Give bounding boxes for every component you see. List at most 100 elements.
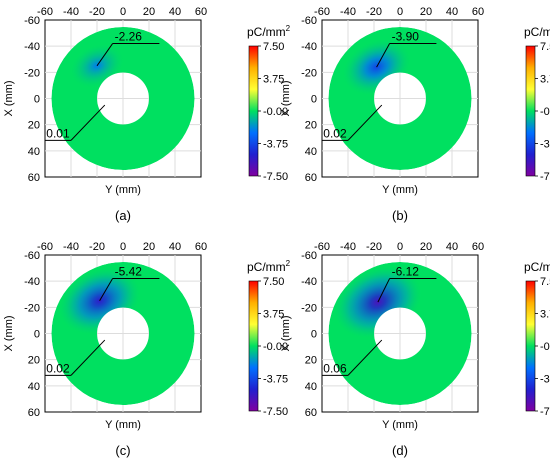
colorbar-tick-label: -7.50 [263, 171, 288, 183]
y-tick-label: -60 [24, 250, 40, 262]
min-annotation-label: -5.42 [115, 265, 143, 279]
y-tick-label: -20 [24, 67, 40, 79]
colorbar-tick-label: 3.75 [263, 309, 284, 321]
y-tick-label: 40 [305, 381, 317, 393]
x-tick-label: 0 [120, 6, 126, 18]
x-axis-label: Y (mm) [382, 419, 418, 431]
y-tick-label: -40 [301, 276, 317, 288]
colorbar-tick-label: 3.75 [540, 74, 550, 86]
colorbar-tick-label: 7.50 [540, 276, 550, 288]
y-tick-label: -20 [301, 67, 317, 79]
colorbar-tick-label: -0.00 [540, 106, 550, 118]
x-tick-label: -40 [340, 241, 356, 253]
colorbar-tick-label: 3.75 [540, 309, 550, 321]
y-axis-label: X (mm) [280, 80, 292, 116]
min-annotation-leader [96, 43, 114, 67]
y-tick-label: -40 [24, 276, 40, 288]
x-tick-label: -60 [37, 6, 53, 18]
x-tick-label: 40 [446, 241, 458, 253]
max-annotation-leader [70, 104, 106, 141]
x-axis-label: Y (mm) [382, 184, 418, 196]
x-axis-label: Y (mm) [105, 184, 141, 196]
x-tick-label: 60 [195, 241, 207, 253]
x-tick-label: 40 [446, 6, 458, 18]
y-tick-label: 20 [305, 355, 317, 367]
x-tick-label: -40 [340, 6, 356, 18]
colorbar-fill [525, 45, 536, 177]
max-annotation-leader [347, 104, 383, 141]
panel-label: (c) [115, 443, 130, 458]
x-tick-label: 0 [120, 241, 126, 253]
min-annotation-leader [99, 278, 114, 302]
x-tick-label: -40 [63, 241, 79, 253]
colorbar: 7.50 3.75 -0.00 -3.75 -7.50 pC/mm2 [524, 259, 550, 418]
colorbar: 7.50 3.75 -0.00 -3.75 -7.50 pC/mm2 [524, 24, 550, 183]
x-tick-label: 0 [397, 6, 403, 18]
panel-label: (d) [392, 443, 408, 458]
y-axis-label: X (mm) [3, 80, 15, 116]
x-tick-label: 60 [195, 6, 207, 18]
colorbar-unit-superscript: 2 [286, 259, 291, 268]
colorbar-tick-label: -0.00 [263, 106, 288, 118]
x-tick-label: 60 [472, 241, 484, 253]
y-tick-label: 60 [305, 407, 317, 419]
y-tick-label: -20 [24, 302, 40, 314]
colorbar-tick-label: -3.75 [263, 139, 288, 151]
y-tick-label: 40 [28, 146, 40, 158]
colorbar-unit-label: pC/mm2 [247, 259, 291, 274]
y-tick-label: 0 [34, 329, 40, 341]
x-tick-label: -60 [314, 241, 330, 253]
max-annotation-leader [70, 339, 106, 376]
y-tick-label: -40 [301, 41, 317, 53]
max-annotation-label: 0.06 [323, 361, 347, 375]
colorbar-tick-label: -7.50 [540, 171, 550, 183]
colorbar-fill [248, 280, 259, 412]
colorbar-unit-label: pC/mm2 [524, 259, 550, 274]
x-tick-label: 20 [420, 241, 432, 253]
y-tick-label: -20 [301, 302, 317, 314]
min-annotation-leader [376, 43, 391, 68]
colorbar-tick-label: 7.50 [540, 41, 550, 53]
panel-a: -60 -40 -20 0 20 40 60 -60 -40 -20 0 20 40 60 Y (mm) X … [3, 6, 291, 223]
max-annotation-label: 0.01 [46, 126, 70, 140]
y-tick-label: 20 [305, 120, 317, 132]
colorbar-tick-label: 3.75 [263, 74, 284, 86]
colorbar-unit-label: pC/mm2 [247, 24, 291, 39]
y-tick-label: 60 [305, 172, 317, 184]
max-annotation-label: 0.02 [323, 126, 347, 140]
colorbar-tick-label: -7.50 [540, 406, 550, 418]
min-annotation-leader [377, 278, 391, 303]
y-tick-label: 0 [311, 329, 317, 341]
x-tick-label: 40 [169, 241, 181, 253]
panel-b: -60 -40 -20 0 20 40 60 -60 -40 -20 0 20 40 60 Y (mm) X … [280, 6, 550, 223]
y-tick-label: 0 [34, 94, 40, 106]
max-annotation-label: 0.02 [46, 361, 70, 375]
y-tick-label: 0 [311, 94, 317, 106]
min-annotation-label: -2.26 [115, 30, 143, 44]
colorbar-tick-label: 7.50 [263, 41, 284, 53]
colorbar-fill [525, 280, 536, 412]
max-annotation-leader [347, 339, 383, 376]
x-tick-label: 40 [169, 6, 181, 18]
x-tick-label: -20 [89, 241, 105, 253]
colorbar-unit-superscript: 2 [286, 24, 291, 33]
x-tick-label: -20 [366, 6, 382, 18]
x-tick-label: 0 [397, 241, 403, 253]
colorbar-tick-label: -3.75 [263, 374, 288, 386]
colorbar-unit-label: pC/mm2 [524, 24, 550, 39]
panel-label: (a) [115, 208, 131, 223]
y-tick-label: 60 [28, 407, 40, 419]
colorbar-tick-label: -3.75 [540, 374, 550, 386]
x-tick-label: -60 [314, 6, 330, 18]
x-tick-label: -20 [366, 241, 382, 253]
y-tick-label: -60 [301, 15, 317, 27]
panel-d: -60 -40 -20 0 20 40 60 -60 -40 -20 0 20 40 60 Y (mm) X … [280, 241, 550, 458]
y-axis-label: X (mm) [3, 315, 15, 351]
x-tick-label: 20 [143, 6, 155, 18]
colorbar: 7.50 3.75 -0.00 -3.75 -7.50 pC/mm2 [247, 259, 291, 418]
y-tick-label: 40 [305, 146, 317, 158]
x-tick-label: -20 [89, 6, 105, 18]
min-annotation-label: -6.12 [392, 265, 420, 279]
y-tick-label: 20 [28, 120, 40, 132]
